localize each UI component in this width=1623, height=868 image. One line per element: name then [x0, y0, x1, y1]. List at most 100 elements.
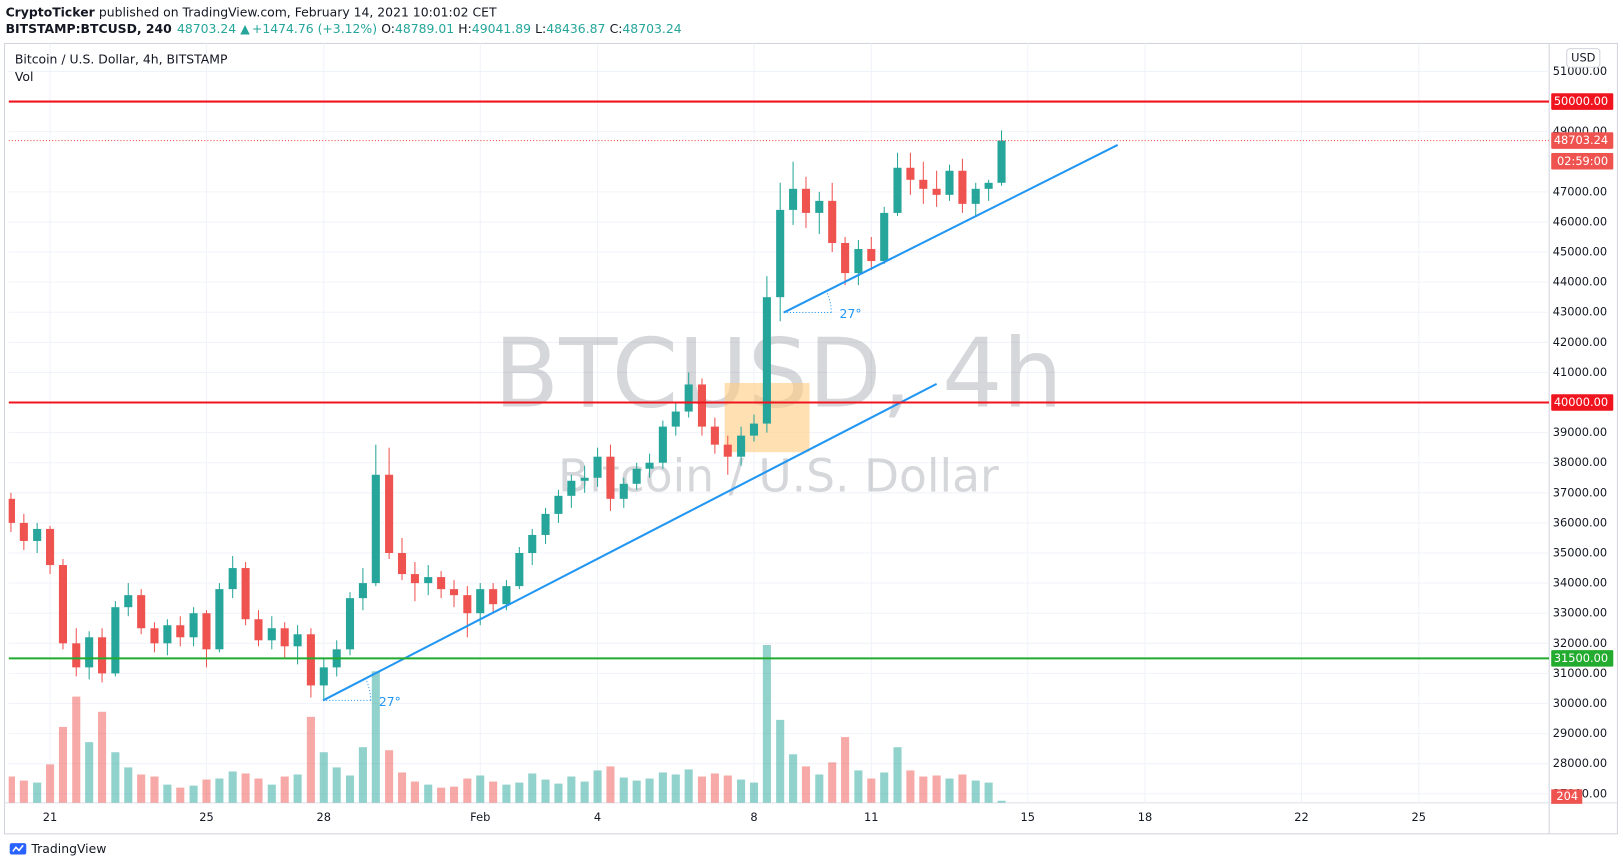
candle-body [280, 628, 289, 647]
volume-bar [541, 779, 550, 803]
volume-bar [671, 774, 680, 803]
candle-body [658, 426, 667, 463]
candle-body [463, 595, 472, 614]
volume-bar [33, 782, 42, 803]
volume-bar [437, 787, 446, 803]
close-label: C: [610, 20, 623, 35]
candle-body [58, 565, 67, 644]
candle-body [515, 553, 524, 587]
y-tick-label: 44000.00 [1553, 275, 1607, 289]
volume-label: 204 [1556, 789, 1578, 803]
candle-body [241, 568, 250, 620]
candle-body [72, 643, 81, 668]
candle-body [749, 423, 759, 436]
volume-bar [19, 780, 28, 803]
currency-button[interactable] [1566, 48, 1601, 68]
candle-body [502, 586, 511, 605]
candle-body [723, 444, 732, 457]
volume-bar [789, 754, 798, 803]
candle-body [358, 583, 367, 599]
x-tick-label: Feb [470, 810, 490, 824]
y-tick-label: 28000.00 [1553, 756, 1607, 770]
volume-bar [489, 781, 498, 803]
level-label: 31500.00 [1554, 651, 1608, 665]
volume-bar [515, 782, 524, 803]
volume-bar [567, 776, 576, 803]
y-tick-label: 43000.00 [1553, 305, 1607, 319]
candle-body [567, 480, 576, 496]
candle-body [410, 574, 419, 584]
volume-bar [202, 779, 211, 803]
candle-body [385, 474, 394, 554]
volume-bar [46, 764, 55, 803]
candle-body [437, 577, 446, 590]
candle-body [828, 200, 837, 244]
volume-bar [98, 711, 107, 803]
volume-bar [228, 771, 237, 803]
grid [8, 43, 1550, 803]
volume-bar [658, 772, 667, 803]
volume-bar [801, 766, 811, 803]
candle-body [554, 495, 563, 514]
candle-body [945, 170, 954, 195]
volume-bar [684, 769, 693, 803]
price: 48703.24 [177, 20, 236, 35]
volume-bar [345, 775, 355, 803]
x-tick-label: 25 [199, 810, 213, 824]
volume-bar [984, 782, 993, 803]
watermark-description: Bitcoin / U.S. Dollar [558, 450, 999, 503]
chart-title: Bitcoin / U.S. Dollar, 4h, BITSTAMP [15, 52, 228, 67]
candle-body [293, 634, 302, 647]
candle-body [163, 625, 172, 644]
volume-bar [737, 779, 746, 803]
candle-body [267, 628, 276, 641]
candle-body [19, 522, 28, 541]
change: +1474.76 (+3.12%) [252, 20, 377, 35]
candle-body [46, 528, 55, 566]
volume-bar [997, 800, 1006, 803]
candle-body [137, 595, 146, 629]
volume-bar [880, 772, 889, 803]
volume-bar [241, 773, 250, 803]
quote-line: BITSTAMP:BTCUSD, 240 48703.24 ▲ +1474.76 (+… [6, 20, 682, 35]
candle-body [424, 577, 433, 584]
level-label-box [1551, 93, 1614, 110]
candle-body [762, 297, 771, 424]
countdown-label: 02:59:00 [1557, 154, 1608, 168]
candle-body [880, 212, 889, 262]
volume-bar [267, 784, 276, 803]
level-label-box [1551, 650, 1614, 667]
candle-body [111, 607, 120, 674]
volume-title: Vol [15, 69, 34, 84]
candle-body [789, 188, 798, 210]
candle-body [737, 435, 746, 457]
level-label-box [1551, 394, 1614, 411]
open: 48789.01 [395, 20, 454, 35]
volume-bar [645, 778, 654, 803]
candle-body [33, 528, 42, 541]
volume-bar [697, 776, 707, 803]
x-tick-label: 28 [317, 810, 331, 824]
y-tick-label: 32000.00 [1553, 636, 1607, 650]
candle-body [684, 384, 693, 412]
x-tick-label: 8 [750, 810, 757, 824]
last-price-label-box [1551, 132, 1614, 149]
volume-label-box [1551, 789, 1583, 804]
candle-body [176, 625, 185, 638]
brand-name: TradingView [30, 841, 106, 856]
volume-bar [854, 770, 863, 803]
candle-body [697, 384, 707, 427]
candle-body [958, 170, 967, 204]
volume-bar [945, 778, 954, 803]
trend-line [783, 144, 1119, 314]
x-tick-label: 18 [1138, 810, 1152, 824]
volume-bar [580, 781, 589, 803]
candle-body [528, 534, 537, 554]
volume-bar [215, 778, 224, 803]
candle-body [580, 477, 589, 481]
currency-label[interactable]: USD [1571, 50, 1596, 64]
x-tick-label: 15 [1020, 810, 1034, 824]
volume-bar [254, 778, 263, 803]
volume-bar [176, 787, 185, 803]
